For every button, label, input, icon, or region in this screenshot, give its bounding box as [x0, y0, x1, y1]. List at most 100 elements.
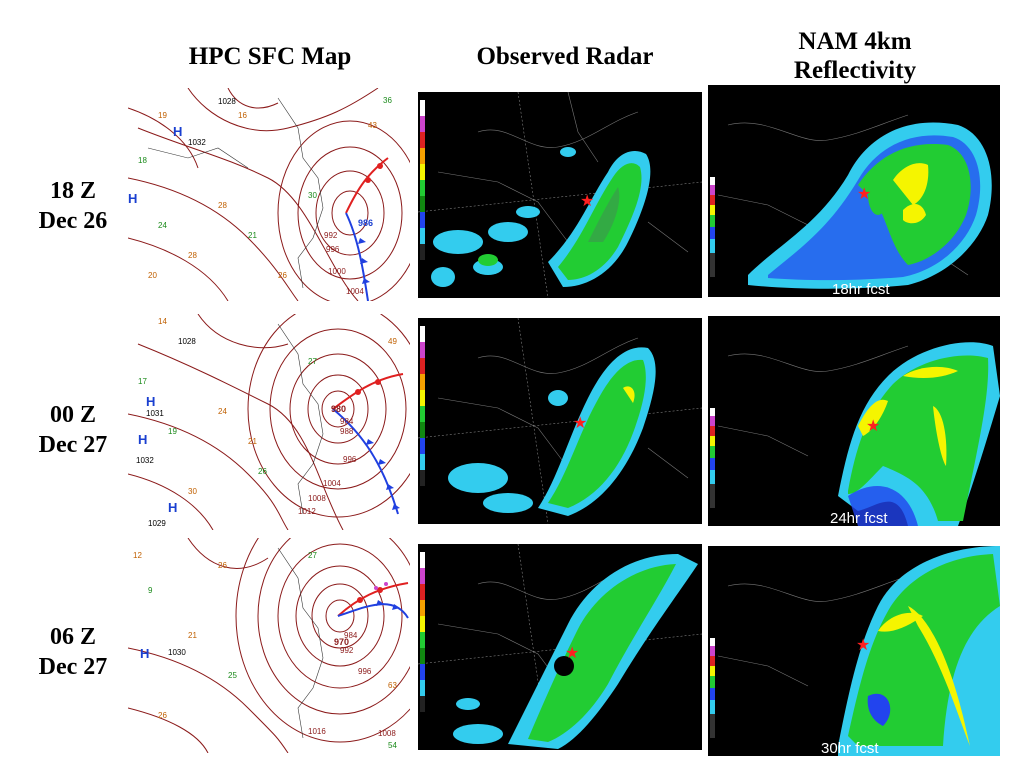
row-time: 18 Z: [49, 178, 96, 204]
isobar-label: 1016: [308, 727, 326, 736]
nam-panel-3: ★ 30hr fcst: [708, 546, 1000, 756]
isobar-label: 1000: [328, 267, 346, 276]
nam-reflectivity-image: ★: [710, 114, 992, 289]
isobar-label: 984: [340, 417, 354, 426]
svg-text:16: 16: [238, 111, 247, 120]
row-time: 00 Z: [49, 402, 96, 428]
nam-header-line2: Reflectivity: [793, 57, 917, 84]
forecast-hour-label: 18hr fcst: [832, 281, 890, 297]
sfc-high-value: 1028: [178, 337, 196, 346]
sfc-high-value: 1030: [168, 648, 186, 657]
svg-text:43: 43: [368, 121, 377, 130]
svg-text:21: 21: [248, 437, 257, 446]
sfc-low-value: 986: [358, 218, 373, 228]
svg-text:H: H: [128, 191, 137, 206]
sfc-map-image: H H 1032 1028 986 992 996 1000 1004 19 16…: [128, 88, 410, 301]
red-star-icon: ★: [857, 186, 871, 203]
svg-text:21: 21: [248, 231, 257, 240]
isobar-label: 1008: [378, 729, 396, 738]
radar-image: ★: [418, 544, 702, 750]
svg-text:21: 21: [188, 631, 197, 640]
row-date: Dec 27: [38, 432, 108, 458]
sfc-high-value: 1032: [136, 456, 154, 465]
svg-text:26: 26: [218, 561, 227, 570]
svg-text:26: 26: [258, 467, 267, 476]
radar-panel-2: ★: [418, 318, 702, 524]
sfc-high-value: 1028: [218, 97, 236, 106]
svg-text:20: 20: [148, 271, 157, 280]
svg-text:H: H: [173, 124, 182, 139]
radar-image: ★: [418, 318, 702, 524]
svg-text:30: 30: [308, 191, 317, 200]
radar-image: ★: [418, 92, 702, 298]
svg-text:19: 19: [158, 111, 167, 120]
svg-text:36: 36: [383, 96, 392, 105]
nam-panel-1: ★ 18hr fcst: [708, 85, 1000, 297]
red-star-icon: ★: [866, 418, 880, 435]
row-label-2: 00 Z Dec 27: [18, 400, 128, 460]
row-time: 06 Z: [49, 624, 96, 650]
radar-panel-3: ★: [418, 544, 702, 750]
red-star-icon: ★: [856, 637, 870, 654]
sfc-map-panel-3: H 1030 970 984 992 996 1008 1016 12 26 21 2…: [128, 538, 410, 753]
isobar-label: 1004: [346, 287, 364, 296]
svg-text:H: H: [146, 394, 155, 409]
svg-text:12: 12: [133, 551, 142, 560]
observed-radar-header: Observed Radar: [476, 43, 654, 70]
svg-text:18: 18: [138, 156, 147, 165]
row-date: Dec 26: [38, 208, 108, 234]
isobar-label: 1008: [308, 494, 326, 503]
svg-text:28: 28: [218, 201, 227, 210]
svg-text:26: 26: [158, 711, 167, 720]
nam-header-line1: NAM 4km: [798, 28, 912, 55]
sfc-low-value: 970: [334, 637, 349, 647]
isobar-label: 984: [344, 631, 358, 640]
svg-text:9: 9: [148, 586, 153, 595]
radar-panel-1: ★: [418, 92, 702, 298]
sfc-high-value: 1031: [146, 409, 164, 418]
svg-text:27: 27: [308, 357, 317, 366]
isobar-label: 996: [343, 455, 357, 464]
svg-text:63: 63: [388, 681, 397, 690]
isobar-label: 1004: [323, 479, 341, 488]
nam-panel-2: ★ 24hr fcst: [708, 316, 1000, 526]
red-star-icon: ★: [573, 415, 587, 432]
sfc-map-panel-2: H H H 1028 1031 1032 1029 980 984 988 99…: [128, 314, 410, 530]
red-star-icon: ★: [580, 193, 594, 210]
isobar-label: 988: [340, 427, 354, 436]
svg-text:25: 25: [228, 671, 237, 680]
svg-text:14: 14: [158, 317, 167, 326]
isobar-label: 996: [326, 245, 340, 254]
sfc-high-value: 1029: [148, 519, 166, 528]
isobar-label: 996: [358, 667, 372, 676]
sfc-low-value: 980: [331, 404, 346, 414]
row-label-1: 18 Z Dec 26: [18, 176, 128, 236]
isobar-label: 992: [324, 231, 338, 240]
svg-text:H: H: [140, 646, 149, 661]
sfc-map-image: H 1030 970 984 992 996 1008 1016 12 26 21 2…: [128, 538, 410, 753]
forecast-hour-label: 30hr fcst: [821, 740, 879, 756]
svg-text:H: H: [138, 432, 147, 447]
row-date: Dec 27: [38, 654, 108, 680]
svg-text:30: 30: [188, 487, 197, 496]
sfc-high-value: 1032: [188, 138, 206, 147]
svg-text:28: 28: [188, 251, 197, 260]
svg-text:24: 24: [218, 407, 227, 416]
svg-text:26: 26: [278, 271, 287, 280]
forecast-hour-label: 24hr fcst: [830, 510, 888, 526]
sfc-map-image: H H H 1028 1031 1032 1029 980 984 988 99…: [128, 314, 410, 530]
svg-text:24: 24: [158, 221, 167, 230]
sfc-map-header: HPC SFC Map: [188, 43, 352, 70]
isobar-label: 992: [340, 646, 354, 655]
nam-reflectivity-image: ★: [710, 546, 1000, 756]
red-star-icon: ★: [565, 645, 579, 662]
svg-text:27: 27: [308, 551, 317, 560]
svg-text:17: 17: [138, 377, 147, 386]
svg-text:54: 54: [388, 741, 397, 750]
nam-reflectivity-header: NAM 4km Reflectivity: [760, 27, 950, 85]
row-label-3: 06 Z Dec 27: [18, 622, 128, 682]
sfc-map-panel-1: H H 1032 1028 986 992 996 1000 1004 19 16…: [128, 88, 410, 301]
svg-text:H: H: [168, 500, 177, 515]
svg-text:19: 19: [168, 427, 177, 436]
nam-reflectivity-image: ★: [710, 342, 1000, 526]
